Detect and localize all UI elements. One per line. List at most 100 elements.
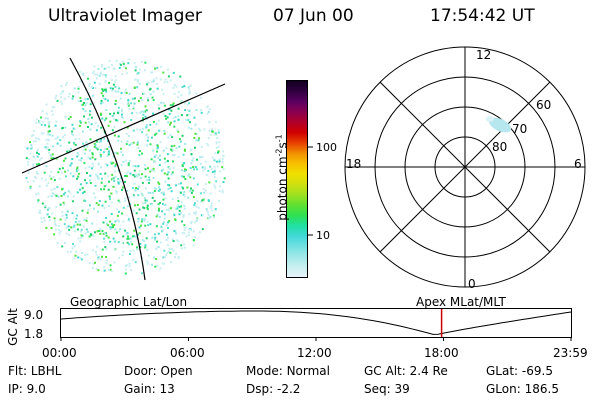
emission-dot bbox=[32, 155, 35, 158]
emission-dot bbox=[42, 132, 45, 135]
emission-dot bbox=[172, 160, 174, 163]
emission-dot bbox=[213, 172, 216, 175]
emission-dot bbox=[187, 231, 190, 234]
emission-dot bbox=[66, 150, 69, 153]
emission-dot bbox=[120, 140, 123, 143]
emission-dot bbox=[121, 188, 123, 191]
emission-dot bbox=[177, 257, 180, 259]
emission-dot bbox=[69, 250, 72, 253]
emission-dot bbox=[107, 150, 110, 153]
emission-dot bbox=[86, 230, 89, 233]
emission-dot bbox=[182, 153, 185, 156]
emission-dot bbox=[160, 169, 163, 172]
emission-dot bbox=[58, 232, 61, 235]
emission-dot bbox=[64, 170, 67, 173]
emission-dot bbox=[112, 161, 115, 164]
emission-dot bbox=[97, 68, 100, 70]
emission-dot bbox=[127, 218, 130, 221]
emission-dot bbox=[156, 147, 159, 150]
emission-dot bbox=[135, 111, 138, 114]
emission-dot bbox=[126, 189, 129, 192]
emission-dot bbox=[128, 58, 131, 61]
emission-dot bbox=[136, 80, 139, 83]
emission-dot bbox=[131, 142, 134, 145]
emission-dot bbox=[110, 192, 113, 195]
emission-dot bbox=[144, 105, 147, 108]
emission-dot bbox=[168, 207, 170, 210]
gain-field: Gain: 13 bbox=[124, 382, 175, 396]
emission-dot bbox=[89, 128, 92, 131]
emission-dot bbox=[59, 144, 62, 147]
emission-dot bbox=[158, 107, 161, 110]
emission-dot bbox=[119, 63, 122, 66]
emission-dot bbox=[210, 209, 213, 212]
emission-dot bbox=[187, 119, 190, 122]
emission-dot bbox=[99, 173, 102, 175]
emission-dot bbox=[95, 202, 98, 205]
emission-dot bbox=[163, 130, 166, 133]
emission-dot bbox=[107, 152, 110, 154]
emission-dot bbox=[117, 135, 120, 138]
emission-dot bbox=[80, 236, 83, 239]
emission-dot bbox=[95, 73, 98, 76]
emission-dot bbox=[99, 148, 102, 151]
emission-dot bbox=[63, 134, 66, 136]
emission-dot bbox=[157, 181, 160, 184]
emission-dot bbox=[45, 139, 48, 142]
emission-dot bbox=[117, 139, 120, 142]
emission-dot bbox=[83, 145, 86, 148]
emission-dot bbox=[151, 169, 154, 172]
emission-dot bbox=[81, 209, 84, 212]
emission-dot bbox=[126, 237, 129, 240]
emission-dot bbox=[79, 223, 82, 226]
emission-dot bbox=[79, 121, 82, 124]
emission-dot bbox=[53, 179, 56, 182]
emission-dot bbox=[156, 144, 159, 147]
emission-dot bbox=[173, 212, 176, 215]
emission-dot bbox=[198, 231, 201, 234]
emission-dot bbox=[160, 101, 163, 104]
emission-dot bbox=[125, 233, 128, 236]
emission-dot bbox=[195, 205, 198, 208]
color-bar-gradient bbox=[287, 81, 307, 277]
emission-dot bbox=[215, 160, 218, 163]
emission-dot bbox=[109, 226, 112, 229]
emission-dot bbox=[223, 177, 226, 180]
emission-dot bbox=[65, 213, 68, 216]
emission-dot bbox=[99, 72, 102, 75]
emission-dot bbox=[182, 193, 185, 196]
emission-dot bbox=[167, 177, 170, 180]
emission-dot bbox=[129, 237, 132, 240]
emission-dot bbox=[95, 253, 98, 256]
emission-dot bbox=[87, 117, 90, 120]
emission-dot bbox=[178, 209, 181, 212]
emission-dot bbox=[51, 106, 54, 109]
emission-dot bbox=[210, 204, 213, 207]
emission-dot bbox=[125, 67, 128, 70]
emission-dot bbox=[101, 65, 104, 68]
emission-dot bbox=[70, 147, 72, 150]
emission-dot bbox=[197, 139, 200, 142]
emission-dot bbox=[114, 75, 117, 78]
emission-dot bbox=[153, 238, 156, 241]
emission-dot bbox=[45, 112, 48, 115]
emission-dot bbox=[127, 104, 130, 107]
emission-dot bbox=[214, 152, 217, 155]
emission-dot bbox=[138, 154, 141, 157]
emission-dot bbox=[103, 119, 106, 122]
emission-dot bbox=[176, 239, 179, 242]
emission-dot bbox=[163, 132, 166, 135]
emission-dot bbox=[86, 172, 88, 174]
emission-dot bbox=[125, 91, 128, 94]
emission-dot bbox=[151, 263, 153, 266]
emission-dot bbox=[146, 139, 149, 142]
emission-dot bbox=[183, 85, 186, 88]
emission-dot bbox=[59, 100, 62, 103]
emission-dot bbox=[127, 219, 130, 222]
emission-dot bbox=[215, 141, 218, 144]
emission-dot bbox=[71, 130, 74, 133]
emission-dot bbox=[105, 262, 108, 264]
emission-dot bbox=[105, 184, 108, 187]
emission-dot bbox=[76, 223, 79, 226]
emission-dot bbox=[85, 102, 88, 104]
